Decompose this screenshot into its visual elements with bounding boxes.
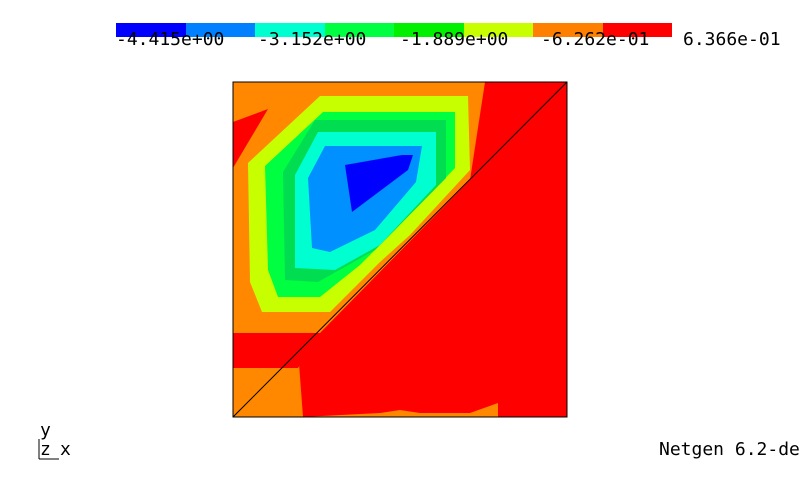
colorbar-tick-2: -3.152e+00 <box>258 29 367 50</box>
region-red-left-mid <box>233 333 320 368</box>
axis-label-z: z <box>40 439 51 460</box>
mesh-diagonal <box>232 81 568 418</box>
colorbar-segment-7 <box>533 23 603 37</box>
colorbar-tick-4: -6.262e-01 <box>541 29 650 50</box>
version-label: Netgen 6.2-de <box>659 439 800 460</box>
axis-label-y: y <box>40 420 51 441</box>
color-bar <box>116 23 672 37</box>
contour-plot <box>232 81 568 418</box>
colorbar-tick-3: -1.889e+00 <box>400 29 509 50</box>
colorbar-tick-5: 6.366e-01 <box>683 29 781 50</box>
axis-triad-icon <box>38 439 59 460</box>
region-blue <box>345 155 413 212</box>
axis-label-x: x <box>60 439 71 460</box>
colorbar-tick-1: -4.415e+00 <box>116 29 225 50</box>
colorbar-segment-8 <box>602 23 672 37</box>
colorbar-segment-2 <box>185 23 255 37</box>
region-red-lower <box>298 82 567 417</box>
colorbar-segment-1 <box>116 23 186 37</box>
colorbar-segment-3 <box>255 23 325 37</box>
colorbar-segment-4 <box>324 23 394 37</box>
domain-border <box>232 81 568 418</box>
colorbar-segment-5 <box>394 23 464 37</box>
colorbar-segment-6 <box>463 23 533 37</box>
region-red-left-top <box>233 109 268 168</box>
